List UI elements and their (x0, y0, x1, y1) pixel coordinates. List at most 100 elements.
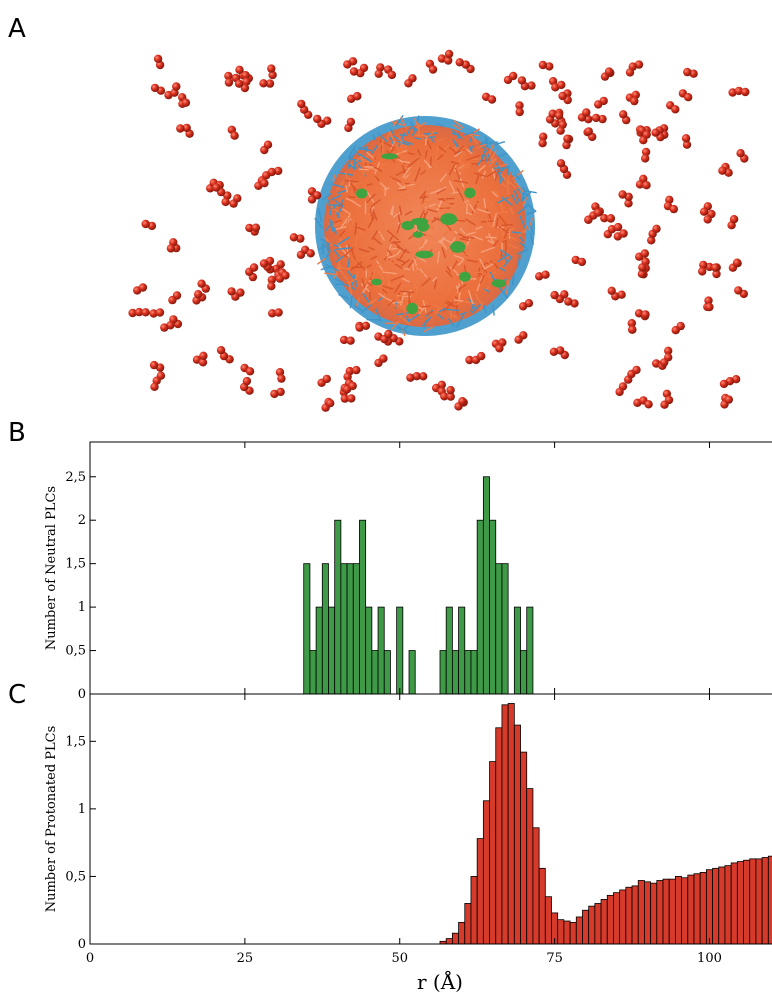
water-molecule (564, 297, 579, 308)
micelle-strand (392, 262, 400, 265)
panel-c-bar (718, 866, 726, 945)
micelle-strand (498, 165, 510, 172)
water-molecule (178, 93, 191, 109)
water-molecule (374, 354, 388, 368)
water-atom (741, 87, 750, 97)
water-atom (651, 128, 660, 137)
water-atom (352, 365, 361, 375)
micelle-strand (432, 276, 438, 282)
micelle-strand (508, 180, 517, 189)
micelle-strand (483, 198, 487, 209)
micelle-strand (435, 188, 446, 195)
water-atom (689, 69, 698, 78)
water-atom (604, 67, 614, 76)
water-atom (348, 381, 357, 391)
water-atom (198, 358, 208, 367)
water-molecule (698, 260, 714, 276)
micelle-strand (500, 249, 513, 258)
micelle-green-group (440, 213, 458, 226)
micelle-strand (389, 228, 395, 235)
micelle-green-group (491, 279, 507, 288)
micelle-strand (446, 266, 452, 273)
water-atom (379, 354, 388, 363)
micelle-strand (465, 218, 476, 226)
water-atom (212, 183, 221, 192)
micelle-green-group (371, 278, 382, 286)
water-molecule (259, 256, 275, 272)
micelle-strand (480, 246, 495, 253)
micelle-strand (513, 190, 520, 203)
micelle-strand (481, 142, 490, 149)
micelle-strand (422, 316, 432, 327)
micelle-strand (522, 189, 537, 194)
water-molecule (166, 238, 181, 253)
panel-c-bar (687, 874, 695, 945)
micelle-strand (369, 208, 372, 217)
water-molecule (343, 57, 358, 69)
panel-b-bar (501, 563, 509, 695)
water-atom (296, 234, 305, 243)
water-molecule (718, 162, 733, 177)
water-molecule (150, 371, 166, 391)
micelle-strand (511, 274, 515, 286)
micelle-strand (497, 168, 502, 184)
micelle-strand (399, 315, 411, 325)
panel-c-bar (482, 800, 490, 945)
micelle-strand (508, 243, 519, 250)
water-atom (326, 399, 335, 408)
micelle-strand (451, 132, 460, 137)
water-atom (558, 91, 567, 101)
micelle-strand (347, 257, 351, 268)
micelle-strand (398, 284, 408, 287)
panel-c-bar (743, 859, 751, 945)
micelle-strand (323, 192, 332, 201)
micelle-strand (372, 237, 382, 245)
water-molecule (600, 67, 615, 81)
micelle-strand (520, 242, 527, 249)
water-atom (268, 70, 277, 80)
water-atom (153, 54, 163, 63)
micelle-strand (351, 219, 354, 226)
panel-c-frame (89, 693, 772, 945)
micelle-strand (452, 232, 458, 241)
panel-b-bar (464, 650, 472, 695)
water-atom (227, 287, 236, 296)
micelle-strand (466, 211, 473, 216)
water-molecule (734, 286, 748, 299)
panel-c-bar (495, 727, 503, 945)
micelle-strand (497, 253, 509, 263)
micelle-strand (396, 140, 410, 146)
micelle-strand (463, 131, 475, 136)
micelle-strand (390, 128, 395, 135)
micelle-strand (326, 251, 330, 259)
water-atom (644, 400, 653, 409)
water-atom (613, 222, 623, 232)
micelle-strand (337, 189, 348, 194)
panel-c-bar (582, 909, 590, 945)
water-atom (230, 131, 239, 140)
water-atom (387, 70, 397, 80)
panel-b-bar (396, 606, 404, 695)
panel-c-bar (569, 921, 577, 945)
water-atom (705, 302, 714, 312)
micelle-strand (328, 206, 332, 216)
water-atom (465, 355, 474, 365)
water-atom (343, 60, 352, 69)
micelle-strand (336, 266, 352, 270)
water-molecule (660, 346, 673, 367)
micelle-strand (389, 176, 393, 185)
micelle-strand (324, 272, 339, 276)
micelle-strand (407, 313, 420, 322)
water-atom (234, 79, 244, 88)
water-molecule (594, 96, 608, 109)
micelle-strand (491, 191, 499, 198)
micelle-strand (459, 311, 467, 316)
micelle-strand (474, 271, 484, 274)
micelle-strand (528, 217, 533, 231)
panel-b-y-tick-label: 0 (78, 687, 86, 702)
water-atom (455, 58, 464, 67)
panel-b-bar (315, 606, 323, 695)
micelle-strand (437, 154, 444, 161)
water-atom (259, 79, 268, 88)
water-atom (619, 229, 628, 238)
